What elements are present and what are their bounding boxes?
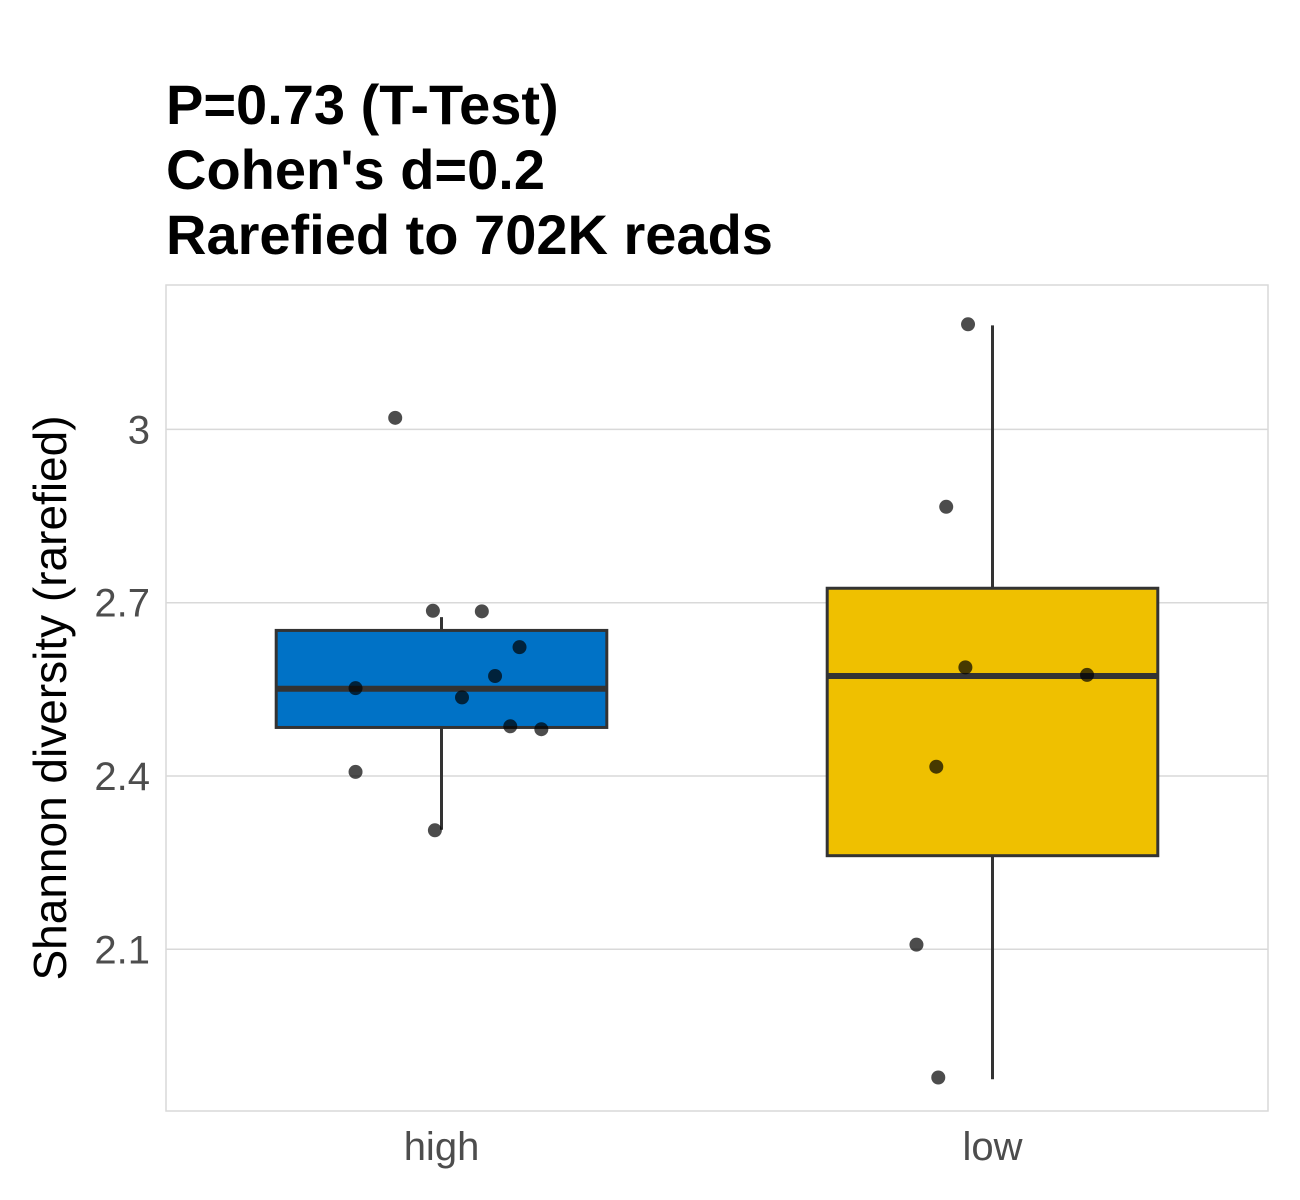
data-point-high: [488, 669, 503, 684]
data-point-low: [961, 317, 976, 332]
data-point-high: [503, 719, 518, 734]
data-point-high: [427, 823, 442, 838]
data-point-high: [388, 410, 403, 425]
title-line-3: Rarefied to 702K reads: [166, 203, 773, 266]
boxes: [274, 325, 1160, 1080]
box-body: [274, 628, 609, 729]
y-tick-label: 2.1: [94, 928, 150, 972]
y-tick-label: 3: [128, 408, 150, 452]
data-point-low: [958, 660, 973, 675]
data-point-high: [474, 604, 489, 619]
box-body: [825, 586, 1160, 858]
x-tick-label: low: [962, 1125, 1022, 1169]
title-line-2: Cohen's d=0.2: [166, 138, 545, 201]
box-high: [274, 617, 609, 830]
x-axis-ticks: high low: [404, 1125, 1023, 1169]
points: [348, 317, 1095, 1085]
x-tick-label: high: [404, 1125, 480, 1169]
y-tick-label: 2.7: [94, 582, 150, 626]
data-point-high: [454, 690, 469, 705]
plot-panel-border: [165, 284, 1269, 1112]
chart-title: P=0.73 (T-Test) Cohen's d=0.2 Rarefied t…: [166, 72, 773, 267]
data-point-low: [909, 937, 924, 952]
title-line-1: P=0.73 (T-Test): [166, 73, 559, 136]
y-axis-ticks: 2.1 2.4 2.7 3: [94, 408, 150, 972]
data-point-low: [1080, 667, 1095, 682]
data-point-high: [534, 722, 549, 737]
box-low: [825, 325, 1160, 1080]
data-point-high: [425, 603, 440, 618]
data-point-low: [931, 1070, 946, 1085]
data-point-high: [512, 640, 527, 655]
data-point-low: [939, 499, 954, 514]
data-point-high: [348, 681, 363, 696]
data-point-high: [348, 764, 363, 779]
data-point-low: [929, 759, 944, 774]
y-tick-label: 2.4: [94, 755, 150, 799]
